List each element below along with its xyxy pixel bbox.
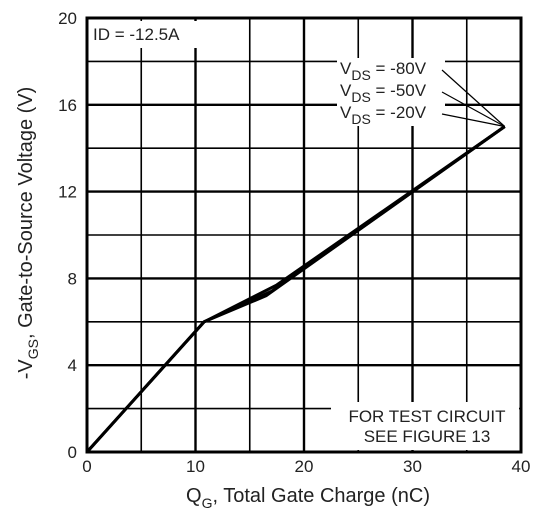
- series-label-2: VDS = -20V: [337, 102, 505, 128]
- x-axis-title-sub: G: [202, 495, 213, 511]
- series-label-bg: [337, 58, 445, 82]
- y-tick-label: 12: [58, 183, 77, 202]
- x-tick-label: 30: [403, 457, 422, 476]
- y-axis-title-prefix: -V: [15, 359, 37, 380]
- series-label-text: VDS = -50V: [340, 81, 427, 105]
- series-label-text: VDS = -20V: [340, 103, 427, 127]
- y-axis-title-rest: , Gate-to-Source Voltage (V): [15, 87, 37, 339]
- series-label-text: VDS = -80V: [340, 59, 427, 83]
- x-axis-title-rest: , Total Gate Charge (nC): [212, 485, 430, 507]
- test-note-line-1: FOR TEST CIRCUIT: [348, 407, 505, 426]
- x-tick-label: 20: [295, 457, 314, 476]
- x-tick-label: 0: [82, 457, 91, 476]
- x-tick-label: 10: [186, 457, 205, 476]
- condition-label-box: ID = -12.5A: [89, 21, 209, 48]
- series-label-1: VDS = -50V: [337, 80, 506, 128]
- y-tick-label: 0: [68, 443, 77, 462]
- y-tick-label: 16: [58, 96, 77, 115]
- series-line-2: [85, 125, 506, 454]
- y-tick-label: 4: [68, 356, 77, 375]
- y-tick-label: 8: [68, 269, 77, 288]
- test-note-line-2: SEE FIGURE 13: [364, 427, 491, 446]
- plot-frame: [85, 16, 523, 454]
- data-series: [85, 125, 506, 454]
- condition-label: ID = -12.5A: [93, 25, 180, 44]
- x-axis-title-main: Q: [186, 485, 202, 507]
- test-circuit-note: FOR TEST CIRCUIT SEE FIGURE 13: [331, 402, 519, 450]
- y-axis-title: -VGS, Gate-to-Source Voltage (V): [15, 87, 41, 380]
- tick-labels: 0 10 20 30 40 0 4 8 12 16 20: [58, 9, 530, 476]
- series-leader-line: [441, 113, 505, 128]
- x-tick-label: 40: [512, 457, 531, 476]
- series-leader-line: [441, 91, 506, 128]
- series-label-bg: [337, 80, 445, 104]
- series-label-0: VDS = -80V: [337, 58, 506, 127]
- series-leader-line: [441, 69, 506, 127]
- y-tick-label: 20: [58, 9, 77, 28]
- x-axis-title: QG, Total Gate Charge (nC): [186, 485, 430, 511]
- series-label-bg: [337, 102, 445, 126]
- y-axis-title-sub: GS: [25, 339, 41, 359]
